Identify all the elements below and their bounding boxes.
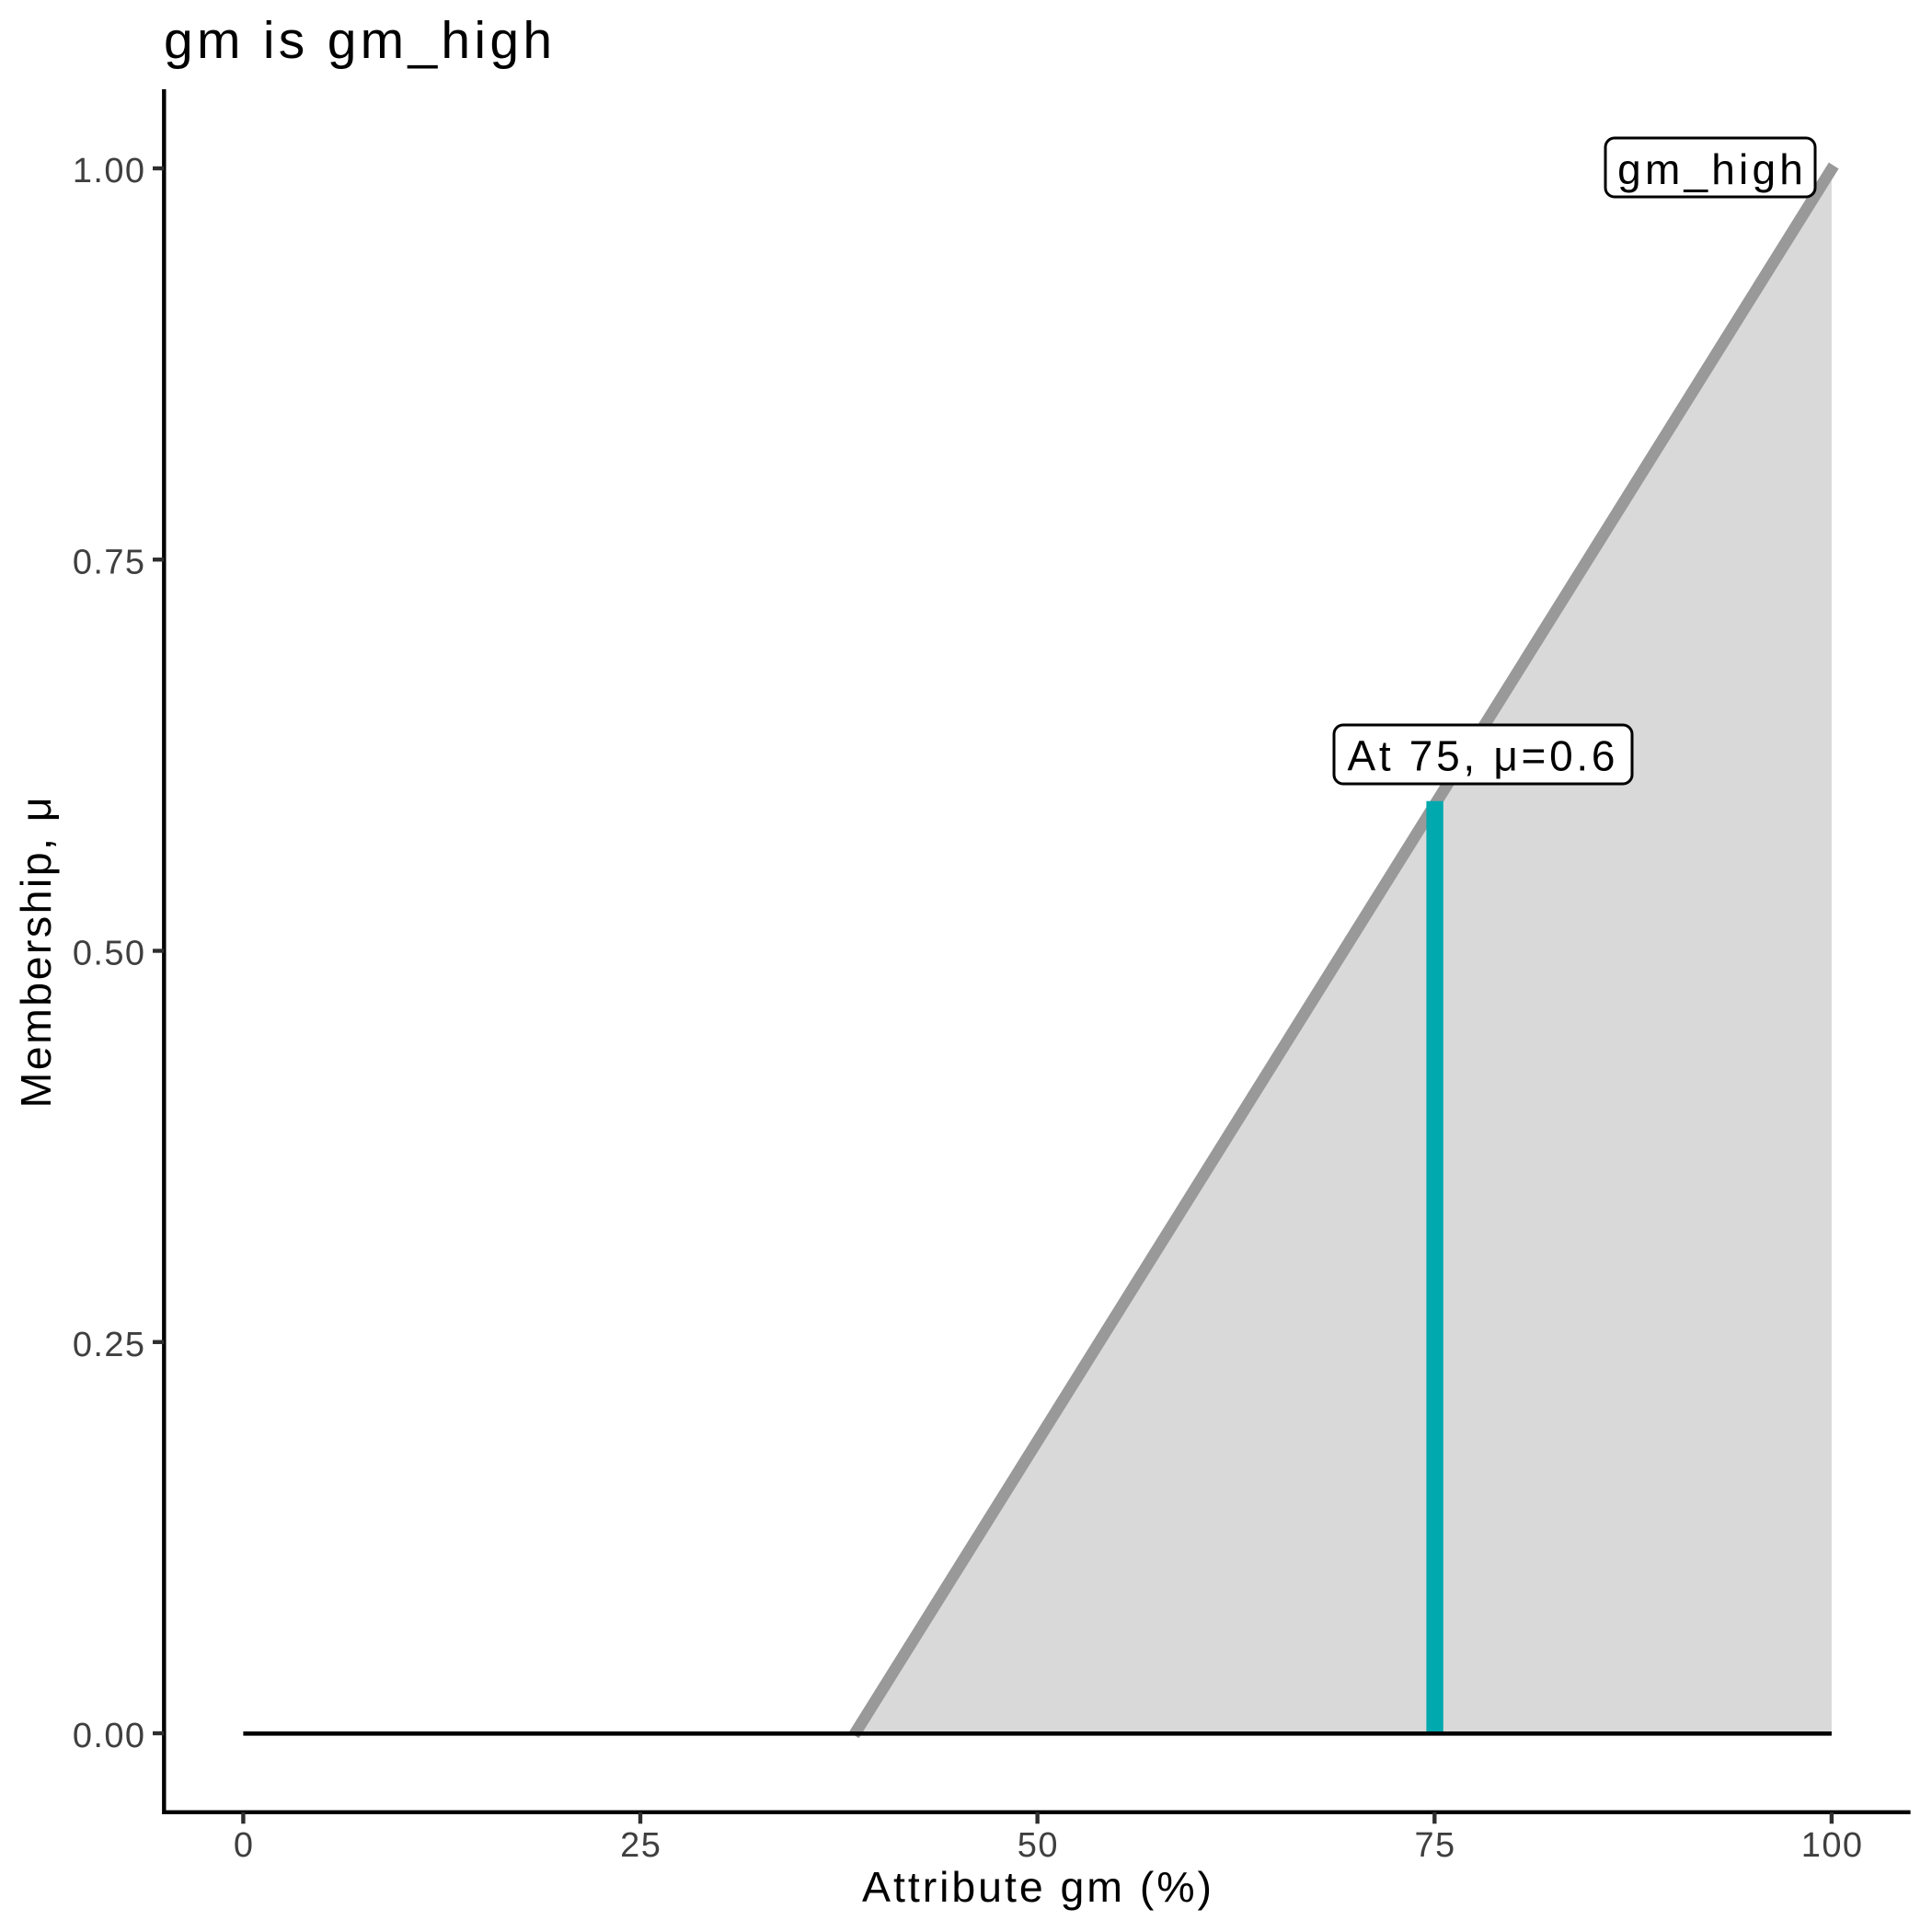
svg-text:50: 50 [1018, 1826, 1059, 1865]
svg-text:0.75: 0.75 [73, 543, 146, 581]
svg-text:gm_high: gm_high [1617, 145, 1807, 193]
svg-text:At 75, μ=0.6: At 75, μ=0.6 [1347, 732, 1618, 780]
svg-text:0: 0 [234, 1826, 255, 1865]
svg-text:25: 25 [620, 1826, 661, 1865]
svg-text:0.50: 0.50 [73, 935, 146, 973]
svg-text:0.25: 0.25 [73, 1326, 146, 1364]
svg-text:Membership, μ: Membership, μ [12, 795, 60, 1108]
svg-text:100: 100 [1801, 1826, 1864, 1865]
svg-text:gm is gm_high: gm is gm_high [164, 11, 556, 70]
svg-text:0.00: 0.00 [73, 1717, 146, 1755]
svg-text:Attribute gm (%): Attribute gm (%) [862, 1863, 1214, 1911]
svg-text:75: 75 [1414, 1826, 1455, 1865]
svg-text:1.00: 1.00 [73, 152, 146, 190]
